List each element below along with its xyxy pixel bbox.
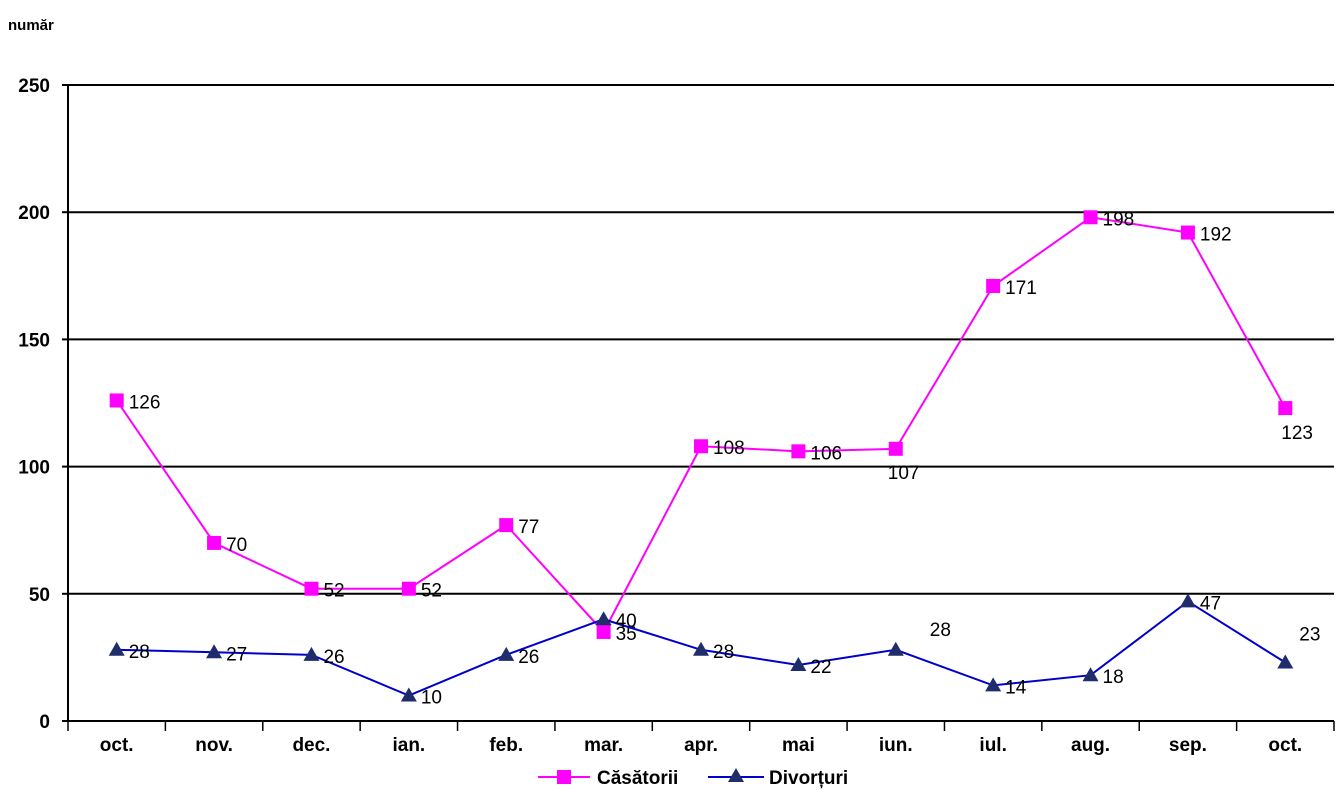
data-point [498,646,515,661]
y-tick-label: 50 [29,585,50,606]
data-label: 198 [1103,209,1135,230]
data-label: 28 [129,642,150,663]
data-label: 14 [1005,677,1027,698]
data-point [693,641,709,656]
data-label: 27 [226,644,247,665]
x-tick-label: oct. [100,735,134,756]
data-label: 28 [713,642,734,663]
data-point [1278,401,1293,416]
data-label: 126 [129,392,161,413]
data-label: 108 [713,438,745,459]
data-label: 107 [888,463,920,484]
data-point [790,657,807,672]
data-point [791,444,806,459]
data-label: 28 [930,620,951,641]
data-label: 26 [518,647,539,668]
y-tick-labels: 0 50 100 150 200 250 [18,76,50,733]
x-tick-label: mar. [584,735,623,756]
y-axis-title: număr [8,17,54,34]
data-label: 35 [616,624,637,645]
data-point [1277,654,1294,669]
data-label: 106 [810,443,842,464]
y-tick-label: 0 [39,712,50,733]
series-line [115,216,1287,634]
x-tick-label: sep. [1169,735,1207,756]
x-tick-label: iul. [979,735,1006,756]
legend-label-casatorii: Căsătorii [597,768,678,789]
series-divorturi: 28 27 26 10 26 40 28 22 28 14 18 47 23 [108,593,1320,709]
data-label: 18 [1103,667,1124,688]
data-point [1082,667,1099,682]
legend-marker-casatorii [557,770,571,784]
series-layer: 126 70 52 52 77 35 108 106 107 171 198 192 123 28 27 26… [108,209,1320,709]
data-point [1179,593,1196,608]
y-tick-label: 150 [18,330,50,351]
data-label: 40 [616,611,637,632]
data-label: 123 [1281,423,1313,444]
x-tick-label: aug. [1071,735,1110,756]
data-point [888,441,903,456]
data-point [1083,210,1098,225]
data-label: 171 [1005,278,1037,299]
data-label: 70 [226,535,247,556]
x-tick-label: mai [782,735,815,756]
data-point [596,624,611,639]
data-label: 77 [518,517,539,538]
data-point [206,644,223,659]
data-label: 52 [421,581,442,602]
data-point [986,278,1001,293]
data-point [595,611,612,626]
data-point [985,677,1002,692]
x-tick-label: dec. [292,735,330,756]
legend: Căsătorii Divorțuri [538,768,848,789]
x-tick-label: feb. [489,735,523,756]
x-tick-label: oct. [1268,735,1302,756]
data-point [109,393,124,408]
legend-item-casatorii: Căsătorii [538,768,678,789]
data-point [303,646,320,661]
legend-item-divorturi: Divorțuri [708,768,848,789]
x-tick-label: nov. [195,735,233,756]
x-tick-label: ian. [392,735,425,756]
data-label: 10 [421,688,442,709]
y-tick-label: 250 [18,76,50,97]
data-label: 22 [810,657,831,678]
x-tick-label: iun. [879,735,913,756]
data-point [694,439,708,454]
y-tick-label: 100 [18,458,50,479]
data-label: 47 [1200,593,1221,614]
data-label: 52 [323,581,344,602]
data-point [401,581,416,596]
data-label: 192 [1200,225,1232,246]
data-point [887,641,904,656]
data-label: 23 [1299,624,1320,645]
series-casatorii: 126 70 52 52 77 35 108 106 107 171 198 192 123 [109,209,1313,645]
data-point [304,581,319,596]
gridlines [68,84,1334,595]
data-label: 26 [323,647,344,668]
data-point [207,535,222,550]
data-point [499,518,514,533]
axes [62,84,1335,731]
data-point [108,641,125,656]
x-tick-label: apr. [684,735,718,756]
x-tick-labels: oct. nov. dec. ian. feb. mar. apr. mai iun. iul. a… [100,735,1302,756]
legend-marker-divorturi [728,768,744,782]
y-tick-label: 200 [18,203,50,224]
legend-label-divorturi: Divorțuri [769,768,848,789]
data-point [1180,225,1195,240]
data-point [400,687,417,702]
